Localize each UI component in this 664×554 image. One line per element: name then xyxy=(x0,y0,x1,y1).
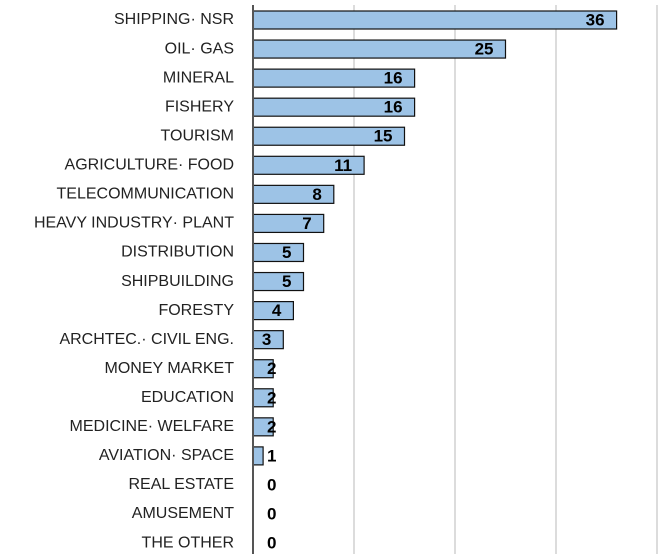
data-label: 5 xyxy=(282,272,291,291)
bar xyxy=(252,213,325,234)
y-tick-label: THE OTHER xyxy=(142,534,234,551)
y-tick-label: DISTRIBUTION xyxy=(121,244,234,261)
y-tick-label: MEDICINE· WELFARE xyxy=(70,418,234,435)
data-label: 16 xyxy=(384,69,403,88)
bar xyxy=(252,446,264,466)
data-label: 0 xyxy=(267,505,276,524)
y-tick-label: MINERAL xyxy=(163,69,234,86)
bar xyxy=(252,10,618,30)
data-label: 36 xyxy=(586,10,605,29)
data-label: 2 xyxy=(267,359,276,378)
data-label: 2 xyxy=(267,388,276,407)
y-tick-label: SHIPPING· NSR xyxy=(114,11,234,28)
y-tick-label: HEAVY INDUSTRY· PLANT xyxy=(34,215,234,232)
data-label: 5 xyxy=(282,243,291,262)
bar xyxy=(252,39,507,59)
data-label: 15 xyxy=(374,127,393,146)
data-label: 7 xyxy=(302,214,311,233)
data-label: 2 xyxy=(267,417,276,436)
y-tick-label: AMUSEMENT xyxy=(132,505,234,522)
data-label: 4 xyxy=(272,301,282,320)
y-tick-label: ARCHTEC.· CIVIL ENG. xyxy=(59,331,234,348)
data-label: 25 xyxy=(475,40,494,59)
data-label: 16 xyxy=(384,98,403,117)
data-label: 11 xyxy=(334,156,352,175)
y-tick-label: REAL ESTATE xyxy=(128,476,234,493)
data-label: 0 xyxy=(267,475,276,494)
bar xyxy=(252,242,305,263)
bar xyxy=(252,271,305,292)
data-label: 0 xyxy=(267,534,276,553)
y-tick-label: EDUCATION xyxy=(141,389,234,406)
data-label: 8 xyxy=(312,185,321,204)
y-tick-label: SHIPBUILDING xyxy=(121,273,234,290)
y-tick-label: TOURISM xyxy=(161,127,234,144)
y-tick-label: OIL· GAS xyxy=(165,40,234,57)
y-tick-label: AVIATION· SPACE xyxy=(99,447,234,464)
y-tick-label: AGRICULTURE· FOOD xyxy=(65,157,234,174)
y-tick-label: FISHERY xyxy=(165,98,234,115)
y-tick-label: MONEY MARKET xyxy=(105,360,235,377)
y-tick-label: FORESTY xyxy=(158,302,234,319)
data-label: 3 xyxy=(262,330,271,349)
y-tick-label: TELECOMMUNICATION xyxy=(57,186,234,203)
data-label: 1 xyxy=(267,446,276,465)
